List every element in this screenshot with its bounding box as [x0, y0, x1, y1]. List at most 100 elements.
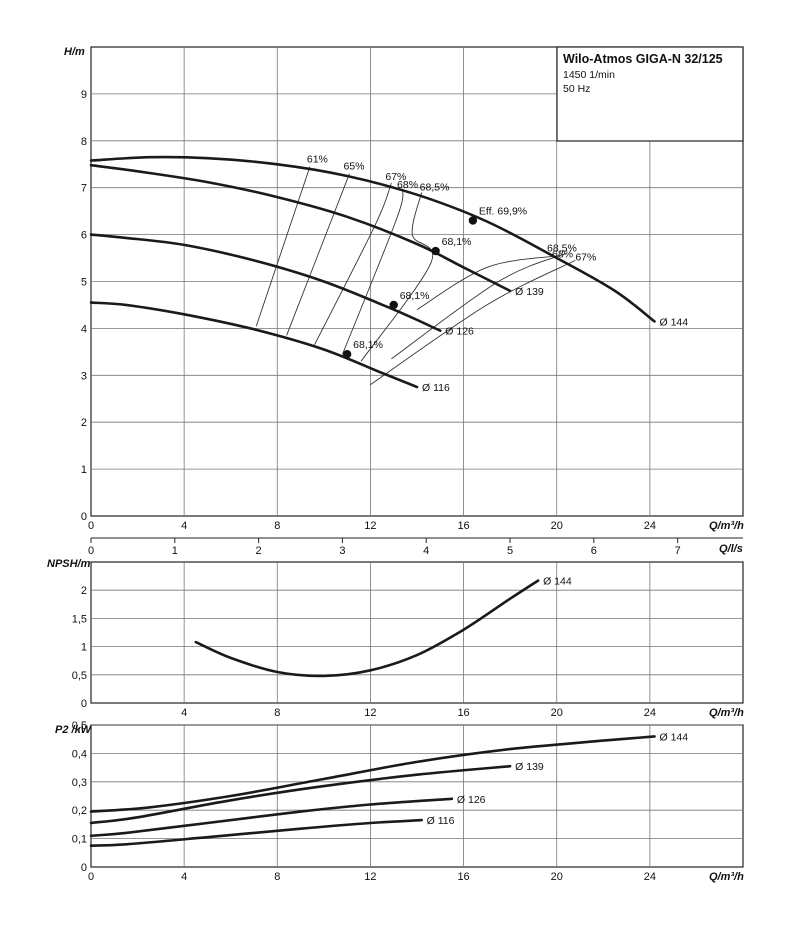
npsh-x-tick-label: 8	[274, 707, 280, 719]
iso-efficiency-line	[314, 182, 392, 346]
flow-ls-tick-label: 7	[675, 545, 681, 557]
iso-efficiency-line	[255, 166, 311, 327]
head-x-axis-label: Q/m³/h	[709, 520, 744, 532]
iso-efficiency-label: 68%	[552, 248, 573, 260]
head-curve-label-d144: Ø 144	[660, 316, 689, 328]
head-x-tick-label: 12	[364, 520, 376, 532]
iso-efficiency-line	[286, 173, 350, 336]
head-y-axis-label: H/m	[64, 46, 85, 58]
npsh-curve-label-d144: Ø 144	[543, 576, 572, 588]
head-curve-label-d139: Ø 139	[515, 286, 544, 298]
iso-efficiency-label: 67%	[385, 171, 406, 183]
iso-efficiency-label: 61%	[307, 154, 328, 166]
npsh-plot-frame	[90, 561, 744, 704]
flow-ls-tick-label: 1	[172, 545, 178, 557]
power-x-tick-label: 16	[457, 871, 469, 883]
npsh-x-tick-label: 12	[364, 707, 376, 719]
head-y-tick-label: 6	[81, 230, 87, 242]
iso-efficiency-line	[370, 259, 576, 386]
npsh-x-tick-label: 4	[181, 707, 187, 719]
best-efficiency-point	[468, 216, 478, 225]
best-efficiency-label: Eff. 69,9%	[479, 206, 527, 218]
flow-ls-tick-label: 0	[88, 545, 94, 557]
power-curve-label-d139: Ø 139	[515, 761, 544, 773]
head-x-tick-label: 0	[88, 520, 94, 532]
title-box-title: Wilo-Atmos GIGA-N 32/125	[563, 52, 723, 66]
npsh-grid	[91, 562, 743, 703]
power-curve-label-d144: Ø 144	[660, 731, 689, 743]
power-x-tick-label: 0	[88, 871, 94, 883]
head-y-tick-label: 9	[81, 89, 87, 101]
power-curves	[89, 735, 656, 847]
power-y-tick-label: 0,5	[72, 720, 87, 732]
npsh-y-tick-label: 2	[81, 585, 87, 597]
npsh-x-tick-label: 20	[551, 707, 563, 719]
head-y-tick-label: 5	[81, 277, 87, 289]
head-x-tick-label: 16	[457, 520, 469, 532]
power-curve-label-d126: Ø 126	[457, 794, 486, 806]
flow-ls-axis-label: Q/l/s	[719, 543, 743, 555]
head-curve-d144	[89, 155, 656, 323]
title-box: Wilo-Atmos GIGA-N 32/125 1450 1/min 50 H…	[556, 46, 744, 142]
head-curve-label-d126: Ø 126	[445, 326, 474, 338]
title-box-speed: 1450 1/min	[563, 69, 615, 81]
iso-efficiency-label: 68,5%	[547, 243, 577, 255]
flow-ls-axis: 0 1 2 3 4 5 6 7 Q/l/s	[88, 537, 743, 557]
npsh-annotations: Ø 144	[543, 576, 572, 588]
head-curve-d139	[89, 163, 512, 293]
power-tick-labels: 0 4 8 12 16 20 24 0 0,1 0,2 0,3 0,4 0,5	[72, 720, 656, 883]
iso-efficiency-label: 67%	[575, 251, 596, 263]
head-y-tick-label: 3	[81, 370, 87, 382]
head-y-tick-label: 7	[81, 183, 87, 195]
iso-efficiency-label: 68,5%	[420, 181, 450, 193]
power-x-tick-label: 8	[274, 871, 280, 883]
power-x-tick-label: 4	[181, 871, 187, 883]
title-box-frame	[556, 46, 744, 142]
npsh-curve-d144	[194, 579, 540, 678]
best-efficiency-point	[342, 349, 352, 359]
flow-ls-tick-label: 6	[591, 545, 597, 557]
flow-ls-tick-label: 4	[423, 545, 429, 557]
best-efficiency-label: 68,1%	[353, 339, 383, 351]
power-y-tick-label: 0,4	[72, 748, 87, 760]
iso-efficiency-lines	[255, 166, 576, 386]
npsh-y-tick-label: 1,5	[72, 613, 87, 625]
power-x-axis-label: Q/m³/h	[709, 871, 744, 883]
power-curve-d126	[89, 797, 454, 838]
power-curve-d144	[89, 735, 656, 813]
head-curves	[89, 155, 656, 389]
npsh-curves	[194, 579, 540, 678]
npsh-y-tick-label: 0,5	[72, 670, 87, 682]
head-curve-d126	[89, 233, 442, 332]
npsh-x-tick-label: 24	[644, 707, 656, 719]
power-plot-frame	[90, 724, 744, 868]
head-x-tick-label: 20	[551, 520, 563, 532]
flow-ls-tick-label: 2	[256, 545, 262, 557]
head-y-tick-label: 1	[81, 464, 87, 476]
npsh-y-axis-label: NPSH/m	[47, 558, 91, 570]
power-y-tick-label: 0	[81, 862, 87, 874]
flow-ls-ticks: 0 1 2 3 4 5 6 7	[88, 537, 743, 557]
iso-efficiency-line	[391, 252, 567, 360]
power-x-tick-label: 12	[364, 871, 376, 883]
best-efficiency-label: 68,1%	[400, 290, 430, 302]
iso-efficiency-label: 65%	[343, 161, 364, 173]
head-x-tick-label: 24	[644, 520, 656, 532]
head-y-tick-label: 2	[81, 417, 87, 429]
npsh-y-tick-label: 0	[81, 698, 87, 710]
head-x-tick-label: 8	[274, 520, 280, 532]
npsh-x-axis-label: Q/m³/h	[709, 707, 744, 719]
power-grid	[91, 724, 743, 867]
head-curve-label-d116: Ø 116	[422, 382, 450, 394]
best-efficiency-points	[342, 216, 478, 359]
head-y-tick-label: 8	[81, 136, 87, 148]
power-y-tick-label: 0,1	[72, 834, 87, 846]
power-curve-d116	[89, 818, 423, 847]
power-curve-d139	[89, 764, 512, 825]
